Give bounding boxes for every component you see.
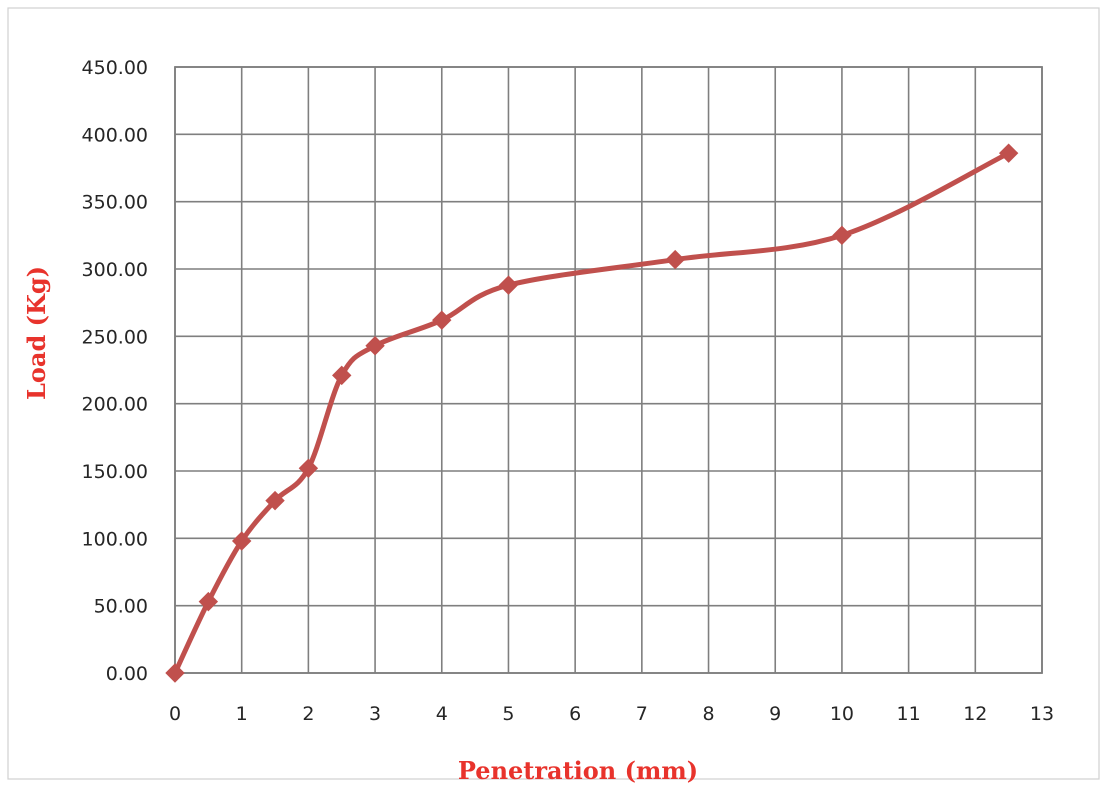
plot-area	[174, 66, 1043, 674]
x-tick-label: 4	[436, 703, 448, 725]
data-point-marker	[298, 458, 319, 479]
data-point-marker	[165, 663, 185, 683]
x-tick-label: 3	[369, 703, 381, 725]
x-tick-label: 2	[302, 703, 314, 725]
data-point-marker	[265, 490, 285, 511]
x-tick-label: 9	[769, 703, 781, 725]
data-point-marker	[498, 275, 519, 295]
series-markers	[165, 143, 1019, 683]
y-tick-label: 150.00	[82, 461, 148, 483]
x-tick-label: 1	[236, 703, 248, 725]
y-tick-label: 400.00	[82, 124, 148, 146]
y-tick-label: 50.00	[94, 596, 148, 618]
y-tick-label: 350.00	[82, 192, 148, 214]
y-tick-label: 250.00	[82, 326, 148, 348]
x-axis-ticks: 0 1 2 3 4 5 6 7 8 9 10 11 12 13	[169, 703, 1054, 725]
y-tick-label: 200.00	[82, 394, 148, 416]
data-point-marker	[231, 531, 252, 551]
y-tick-label: 100.00	[82, 528, 148, 550]
x-tick-label: 5	[502, 703, 514, 725]
x-tick-label: 12	[963, 703, 987, 725]
x-tick-label: 8	[702, 703, 714, 725]
x-axis-title: Penetration (mm)	[458, 756, 698, 785]
data-point-marker	[365, 336, 385, 356]
x-tick-label: 11	[897, 703, 921, 725]
y-tick-label: 0.00	[106, 663, 148, 685]
data-point-marker	[832, 225, 852, 246]
x-tick-label: 10	[830, 703, 854, 725]
y-tick-label: 450.00	[82, 57, 148, 79]
x-tick-label: 13	[1030, 703, 1054, 725]
data-point-marker	[665, 249, 685, 270]
y-axis-ticks: 0.00 50.00 100.00 150.00 200.00 250.00 300.00 3…	[82, 57, 148, 685]
y-axis-title: Load (Kg)	[22, 266, 51, 400]
data-point-marker	[998, 143, 1019, 163]
chart-frame	[7, 7, 1100, 780]
x-tick-label: 7	[636, 703, 648, 725]
y-tick-label: 300.00	[82, 259, 148, 281]
data-point-marker	[198, 591, 219, 612]
data-point-marker	[332, 365, 352, 386]
x-tick-label: 0	[169, 703, 181, 725]
x-tick-label: 6	[569, 703, 581, 725]
data-point-marker	[432, 310, 452, 330]
